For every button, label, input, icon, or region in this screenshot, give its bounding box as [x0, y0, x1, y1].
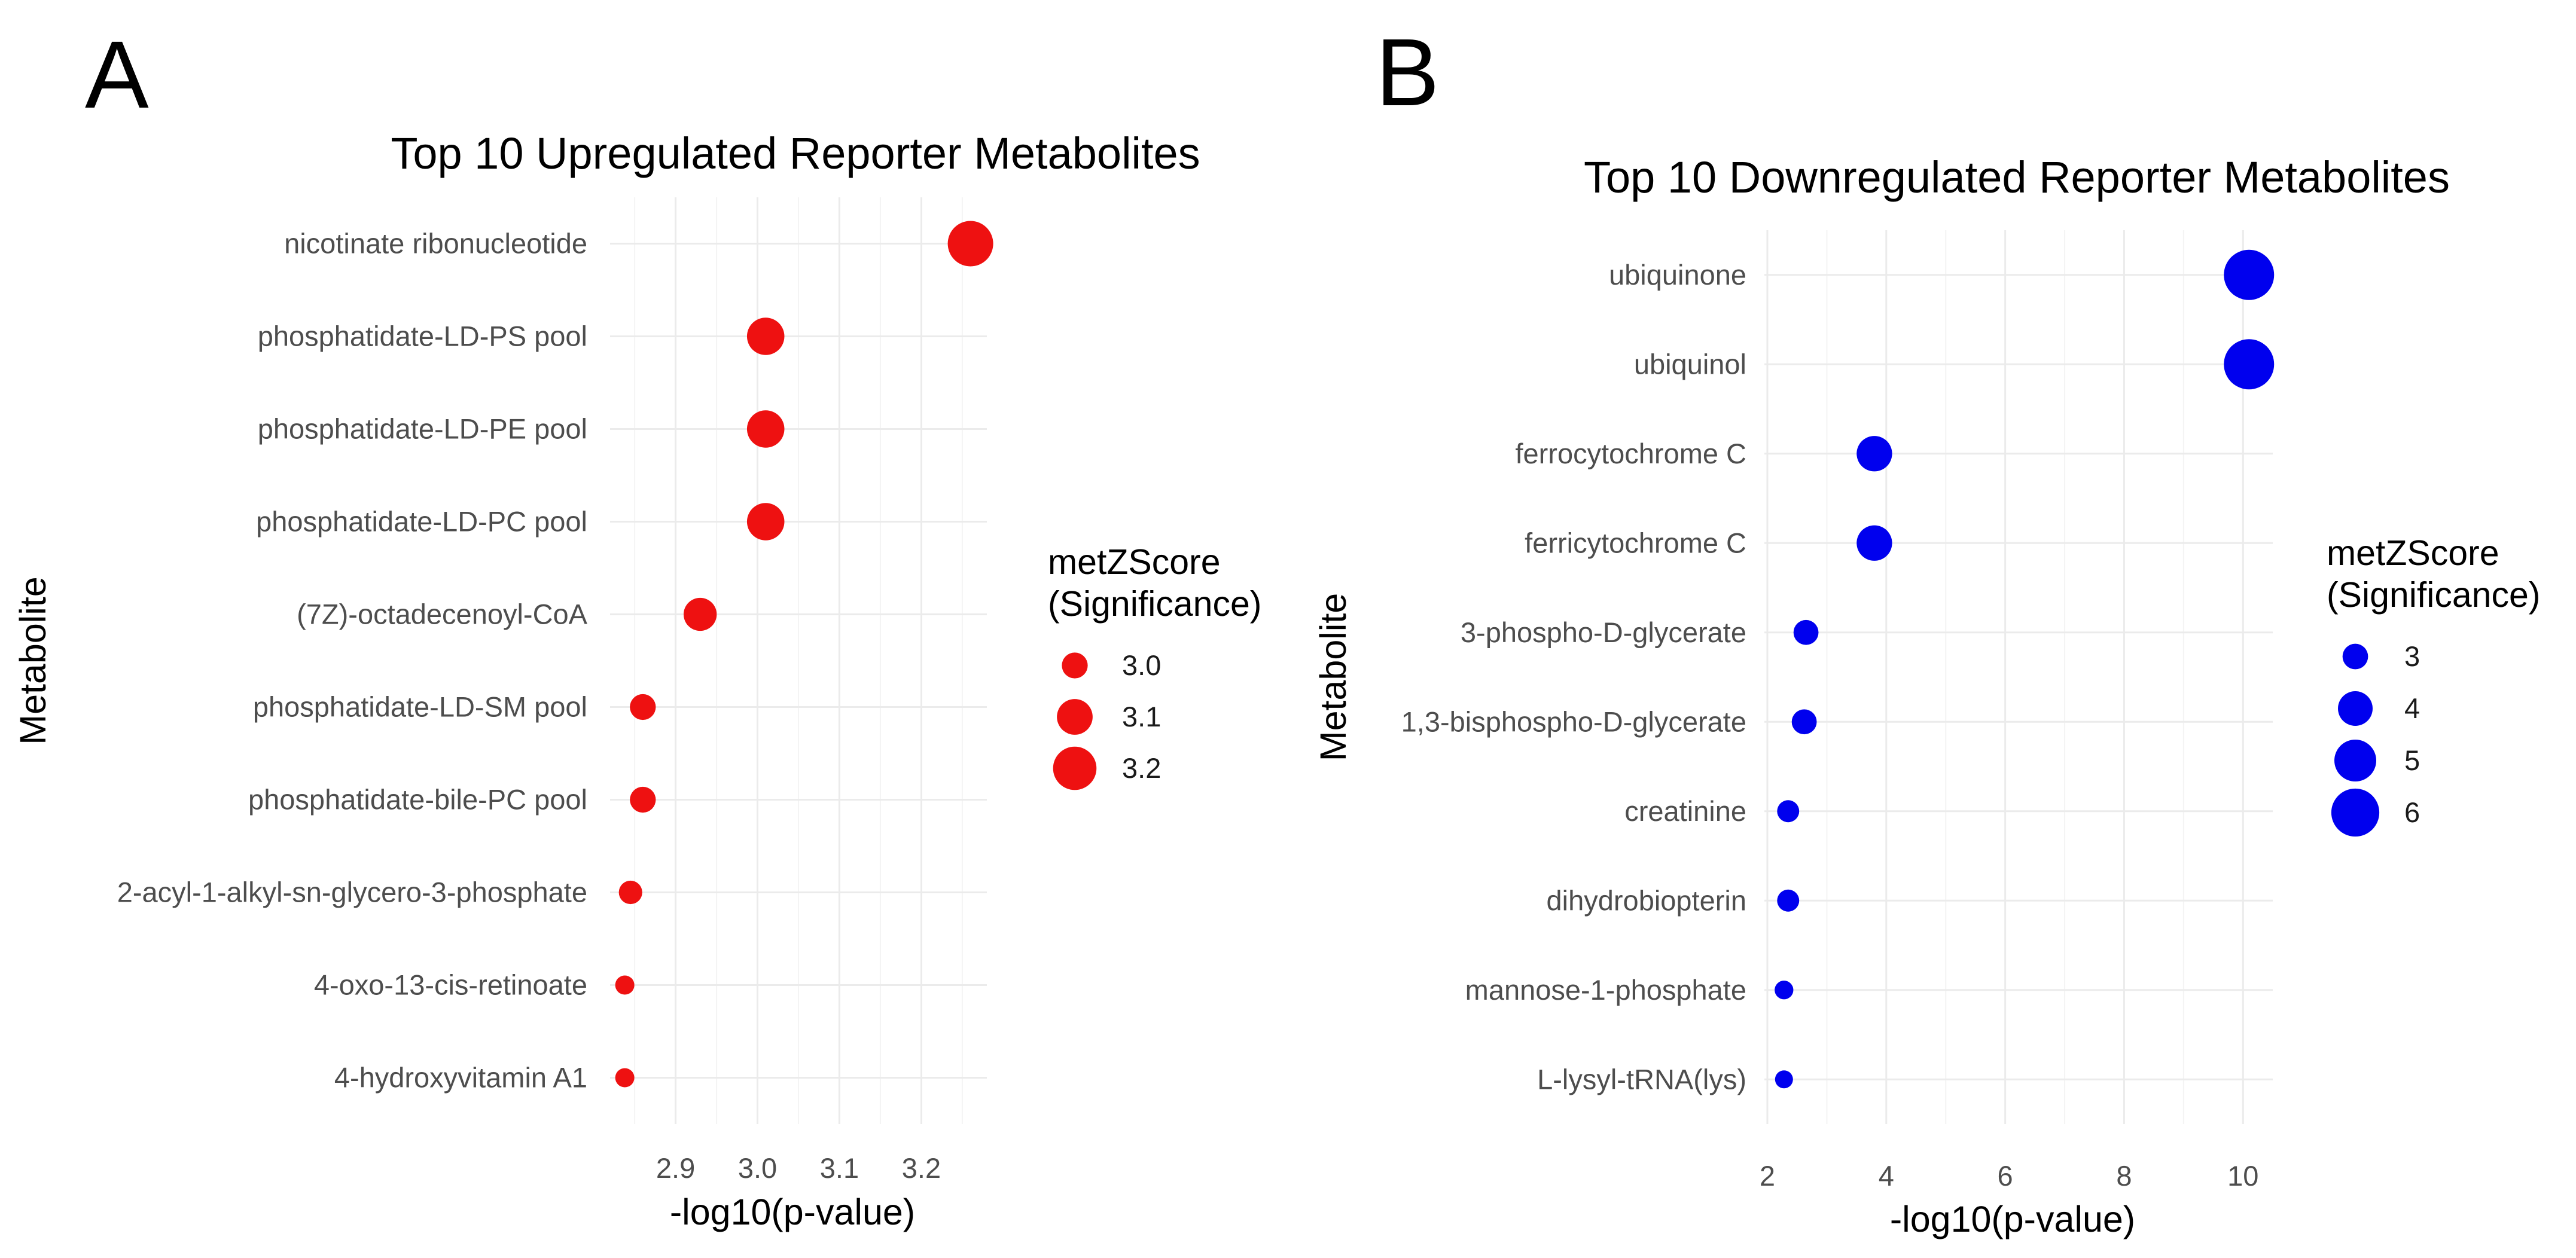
y-tick-label: 4-oxo-13-cis-retinoate: [314, 969, 587, 1001]
chart-a: Top 10 Upregulated Reporter Metabolites n…: [13, 129, 1261, 1232]
data-point: [1777, 800, 1800, 823]
data-point: [746, 503, 785, 541]
x-axis-label: -log10(p-value): [670, 1192, 915, 1232]
chart-b: Top 10 Downregulated Reporter Metabolite…: [1313, 152, 2540, 1239]
legend-marker: [1053, 746, 1097, 790]
legend-label: 3.2: [1122, 752, 1161, 784]
y-tick-label: mannose-1-phosphate: [1465, 974, 1746, 1006]
legend-title: metZScore: [1048, 542, 1221, 582]
data-point: [1775, 981, 1794, 1000]
y-axis-label: Metabolite: [1313, 593, 1353, 761]
legend-label: 3.0: [1122, 649, 1161, 681]
data-point: [2224, 249, 2275, 300]
legend-marker: [1062, 652, 1088, 679]
panel-a-letter: A: [85, 21, 149, 128]
y-tick-label: 4-hydroxyvitamin A1: [334, 1062, 587, 1094]
x-tick-label: 8: [2116, 1160, 2132, 1192]
data-point: [947, 221, 993, 267]
x-tick-label: 3.2: [902, 1152, 941, 1184]
legend-label: 3: [2404, 640, 2420, 672]
y-tick-label: phosphatidate-LD-SM pool: [253, 691, 587, 723]
y-tick-label: ubiquinone: [1609, 259, 1746, 291]
data-point: [1793, 619, 1819, 645]
y-tick-label: phosphatidate-LD-PC pool: [256, 506, 587, 538]
y-tick-label: creatinine: [1624, 795, 1746, 827]
legend-marker: [2338, 691, 2373, 726]
legend-marker: [1057, 699, 1093, 735]
data-point: [1777, 889, 1800, 912]
legend-subtitle: (Significance): [1048, 584, 1261, 624]
x-tick-label: 3.0: [738, 1152, 777, 1184]
data-point: [1775, 1070, 1793, 1089]
x-tick-label: 2: [1760, 1160, 1775, 1192]
y-tick-label: ubiquinol: [1634, 348, 1746, 380]
data-point: [615, 1068, 635, 1088]
data-point: [746, 410, 785, 448]
data-point: [683, 597, 717, 631]
x-tick-label: 6: [1998, 1160, 2013, 1192]
y-tick-label: 1,3-bisphospho-D-glycerate: [1401, 706, 1746, 737]
data-point: [630, 694, 656, 720]
y-tick-label: phosphatidate-bile-PC pool: [248, 784, 587, 816]
y-axis-label: Metabolite: [13, 576, 53, 744]
data-point: [746, 317, 785, 355]
y-tick-label: dihydrobiopterin: [1547, 884, 1746, 916]
legend-subtitle: (Significance): [2327, 575, 2540, 615]
y-tick-label: (7Z)-octadecenoyl-CoA: [297, 599, 588, 630]
x-tick-label: 2.9: [656, 1152, 695, 1184]
y-tick-label: L-lysyl-tRNA(lys): [1537, 1063, 1746, 1095]
y-tick-label: phosphatidate-LD-PE pool: [258, 413, 587, 445]
y-tick-label: ferrocytochrome C: [1515, 438, 1746, 469]
panel-b-letter: B: [1376, 19, 1440, 126]
legend-marker: [2334, 739, 2377, 782]
x-tick-label: 4: [1879, 1160, 1894, 1192]
data-point: [630, 786, 656, 813]
legend-label: 5: [2404, 744, 2420, 776]
x-axis-label: -log10(p-value): [1890, 1199, 2135, 1239]
legend-label: 4: [2404, 692, 2420, 724]
data-point: [1791, 709, 1817, 735]
y-tick-label: ferricytochrome C: [1525, 527, 1746, 558]
data-point: [2224, 339, 2275, 390]
y-tick-label: 2-acyl-1-alkyl-sn-glycero-3-phosphate: [117, 877, 587, 908]
data-point: [618, 880, 642, 905]
y-tick-label: phosphatidate-LD-PS pool: [258, 320, 587, 352]
data-point: [615, 975, 635, 995]
legend-marker: [2342, 643, 2368, 670]
data-point: [1856, 525, 1892, 561]
legend-marker: [2331, 788, 2380, 837]
legend-title: metZScore: [2327, 533, 2499, 573]
x-tick-label: 10: [2227, 1160, 2258, 1192]
chart-title: Top 10 Downregulated Reporter Metabolite…: [1584, 152, 2450, 202]
legend-label: 6: [2404, 796, 2420, 828]
y-tick-label: 3-phospho-D-glycerate: [1461, 616, 1746, 648]
data-point: [1856, 436, 1892, 472]
legend-label: 3.1: [1122, 701, 1161, 732]
y-tick-label: nicotinate ribonucleotide: [284, 228, 587, 259]
x-tick-label: 3.1: [820, 1152, 859, 1184]
chart-title: Top 10 Upregulated Reporter Metabolites: [391, 129, 1200, 178]
